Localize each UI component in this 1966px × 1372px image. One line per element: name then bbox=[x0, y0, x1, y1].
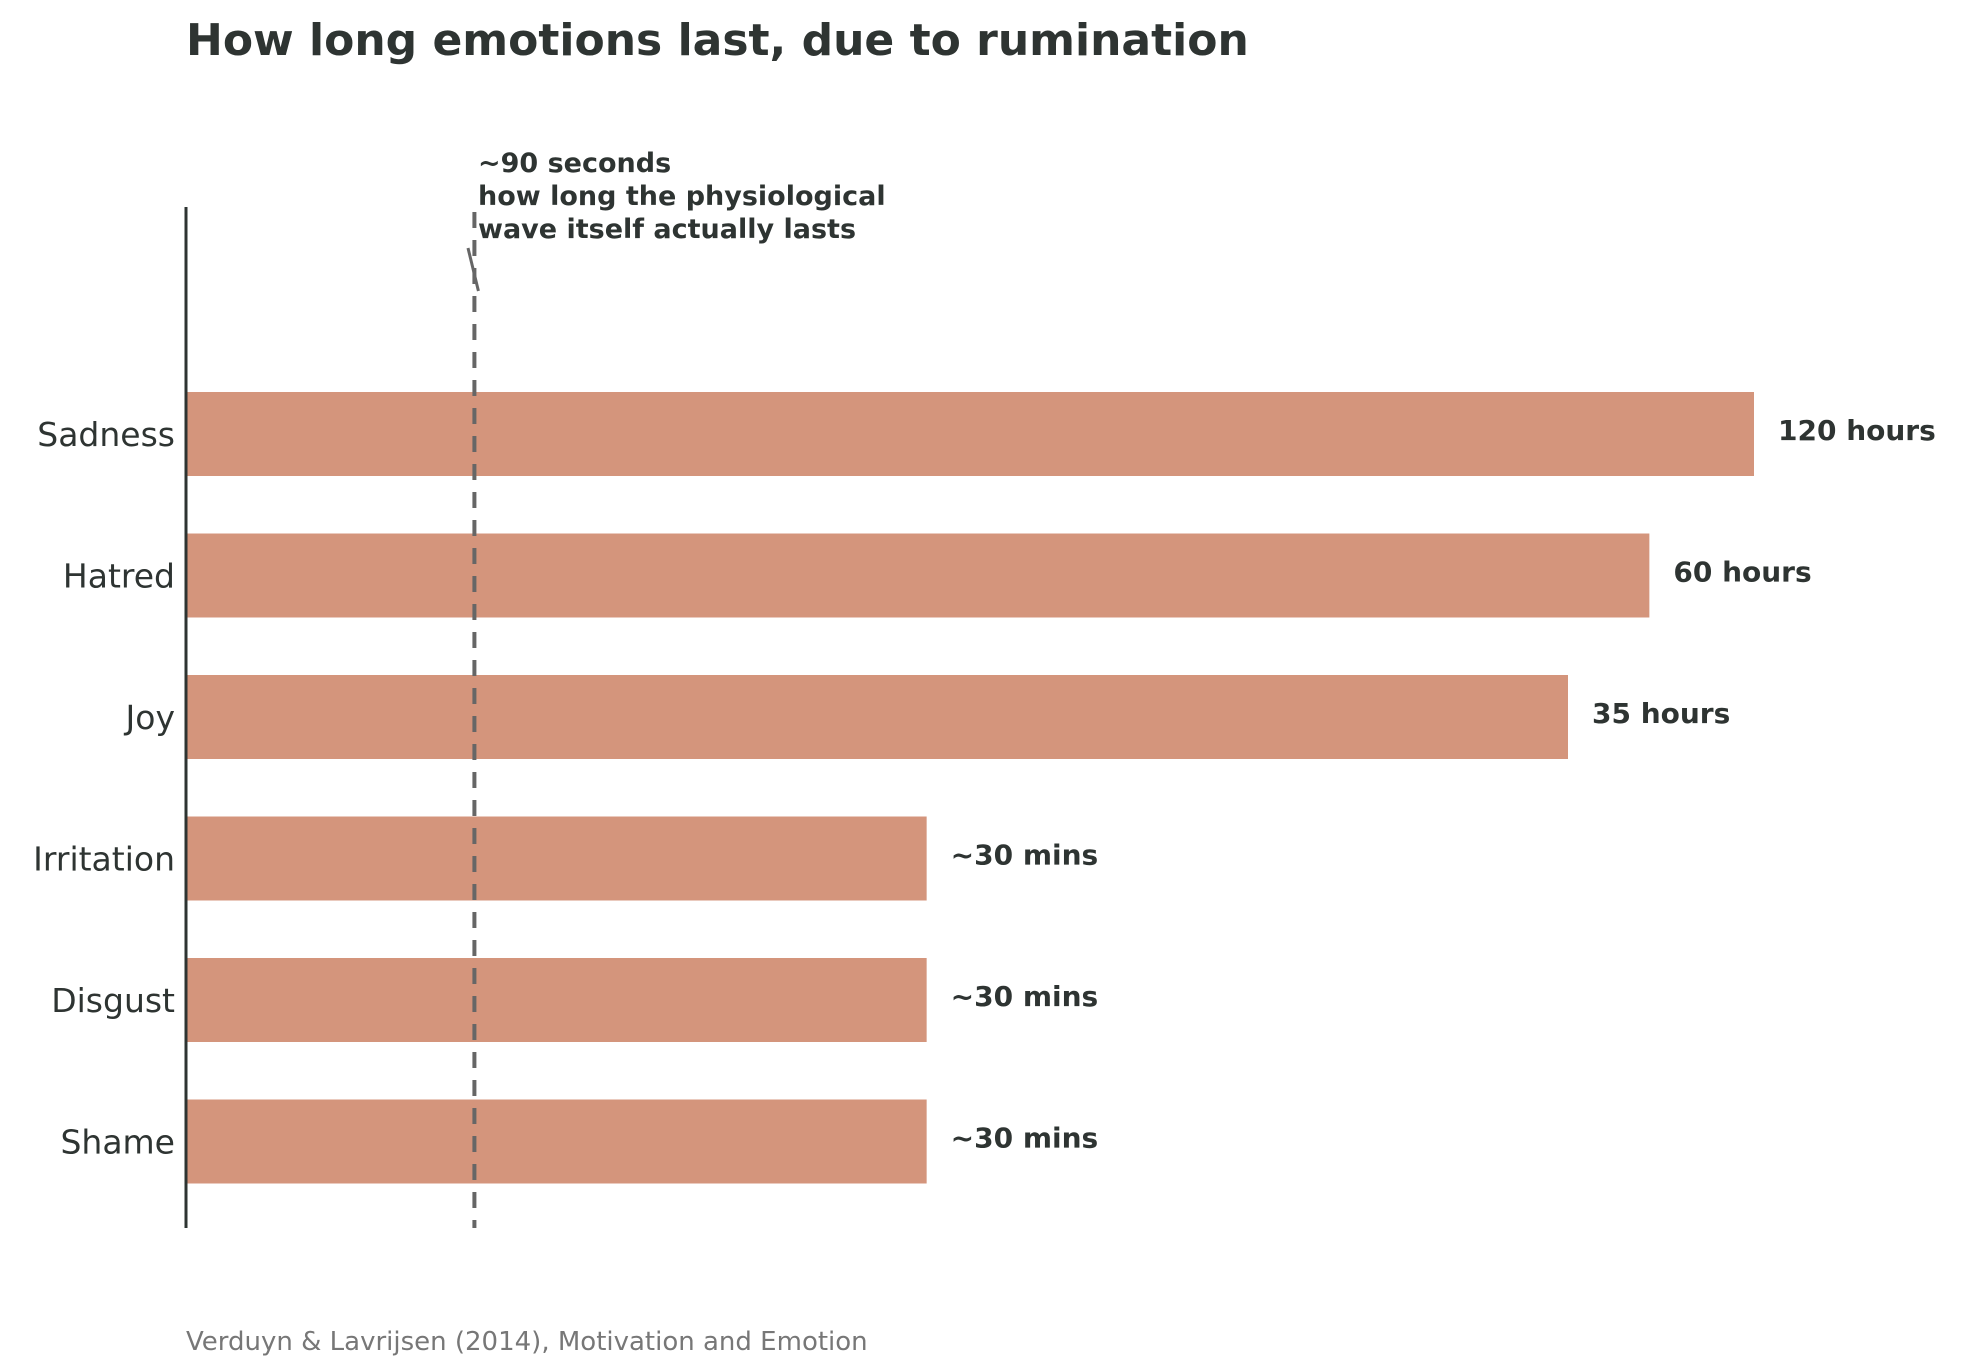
category-label-disgust: Disgust bbox=[51, 981, 175, 1020]
bar-shame bbox=[186, 1099, 927, 1184]
annotation-line-1: ~90 seconds bbox=[478, 148, 671, 179]
bar-sadness bbox=[186, 392, 1754, 476]
value-label-shame: ~30 mins bbox=[951, 1122, 1099, 1155]
value-label-joy: 35 hours bbox=[1592, 697, 1730, 730]
source-note: Verduyn & Lavrijsen (2014), Motivation a… bbox=[186, 1327, 868, 1357]
annotation-line-2: how long the physiological bbox=[478, 181, 886, 212]
category-label-sadness: Sadness bbox=[37, 415, 175, 454]
category-label-irritation: Irritation bbox=[33, 840, 175, 879]
category-labels: Sadness Hatred Joy Irritation Disgust Shame bbox=[33, 415, 175, 1162]
category-label-shame: Shame bbox=[60, 1123, 175, 1162]
bar-disgust bbox=[186, 958, 927, 1042]
bar-hatred bbox=[186, 533, 1650, 618]
value-label-disgust: ~30 mins bbox=[951, 980, 1099, 1013]
value-label-irritation: ~30 mins bbox=[951, 839, 1099, 872]
value-labels: 120 hours 60 hours 35 hours ~30 mins ~30 min… bbox=[951, 414, 1936, 1155]
bars-group bbox=[186, 392, 1754, 1184]
value-label-hatred: 60 hours bbox=[1673, 556, 1811, 589]
bar-joy bbox=[186, 675, 1568, 759]
category-label-hatred: Hatred bbox=[63, 557, 175, 596]
annotation-leader-line bbox=[466, 247, 480, 292]
category-label-joy: Joy bbox=[124, 698, 175, 737]
reference-line-annotation: ~90 seconds how long the physiological w… bbox=[478, 148, 895, 245]
value-label-sadness: 120 hours bbox=[1778, 414, 1936, 447]
annotation-line-3: wave itself actually lasts bbox=[478, 214, 856, 245]
bar-irritation bbox=[186, 816, 927, 901]
chart-title: How long emotions last, due to ruminatio… bbox=[186, 15, 1249, 66]
